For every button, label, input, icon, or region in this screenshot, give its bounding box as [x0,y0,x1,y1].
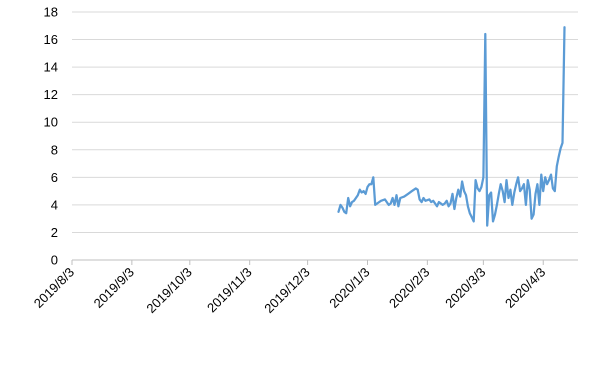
y-tick-labels: 0 2 4 6 8 10 12 14 16 18 [44,5,58,268]
x-tick-label: 2019/12/3 [261,265,313,317]
y-tick-label: 12 [44,87,58,102]
y-tick-label: 10 [44,115,58,130]
x-tick-labels: 2019/8/3 2019/9/3 2019/10/3 2019/11/3 2019/1… [31,265,549,317]
x-tick-label: 2019/9/3 [91,265,137,311]
x-tick-label: 2020/1/3 [326,265,372,311]
y-tick-label: 4 [51,197,58,212]
y-tick-label: 8 [51,142,58,157]
y-tick-label: 0 [51,253,58,268]
y-tick-label: 2 [51,225,58,240]
x-tick-label: 2020/2/3 [386,265,432,311]
series-line [337,26,566,227]
x-tick-label: 2020/4/3 [502,265,548,311]
y-tick-label: 6 [51,170,58,185]
x-tick-label: 2019/10/3 [143,265,195,317]
series-lines [337,26,566,227]
x-tick-label: 2019/8/3 [31,265,77,311]
gridlines [72,11,578,233]
axes [71,259,578,265]
y-tick-label: 18 [44,5,58,20]
y-tick-label: 16 [44,32,58,47]
x-tick-label: 2019/11/3 [204,265,255,316]
x-tick-label: 2020/3/3 [442,265,488,311]
y-tick-label: 14 [44,60,58,75]
